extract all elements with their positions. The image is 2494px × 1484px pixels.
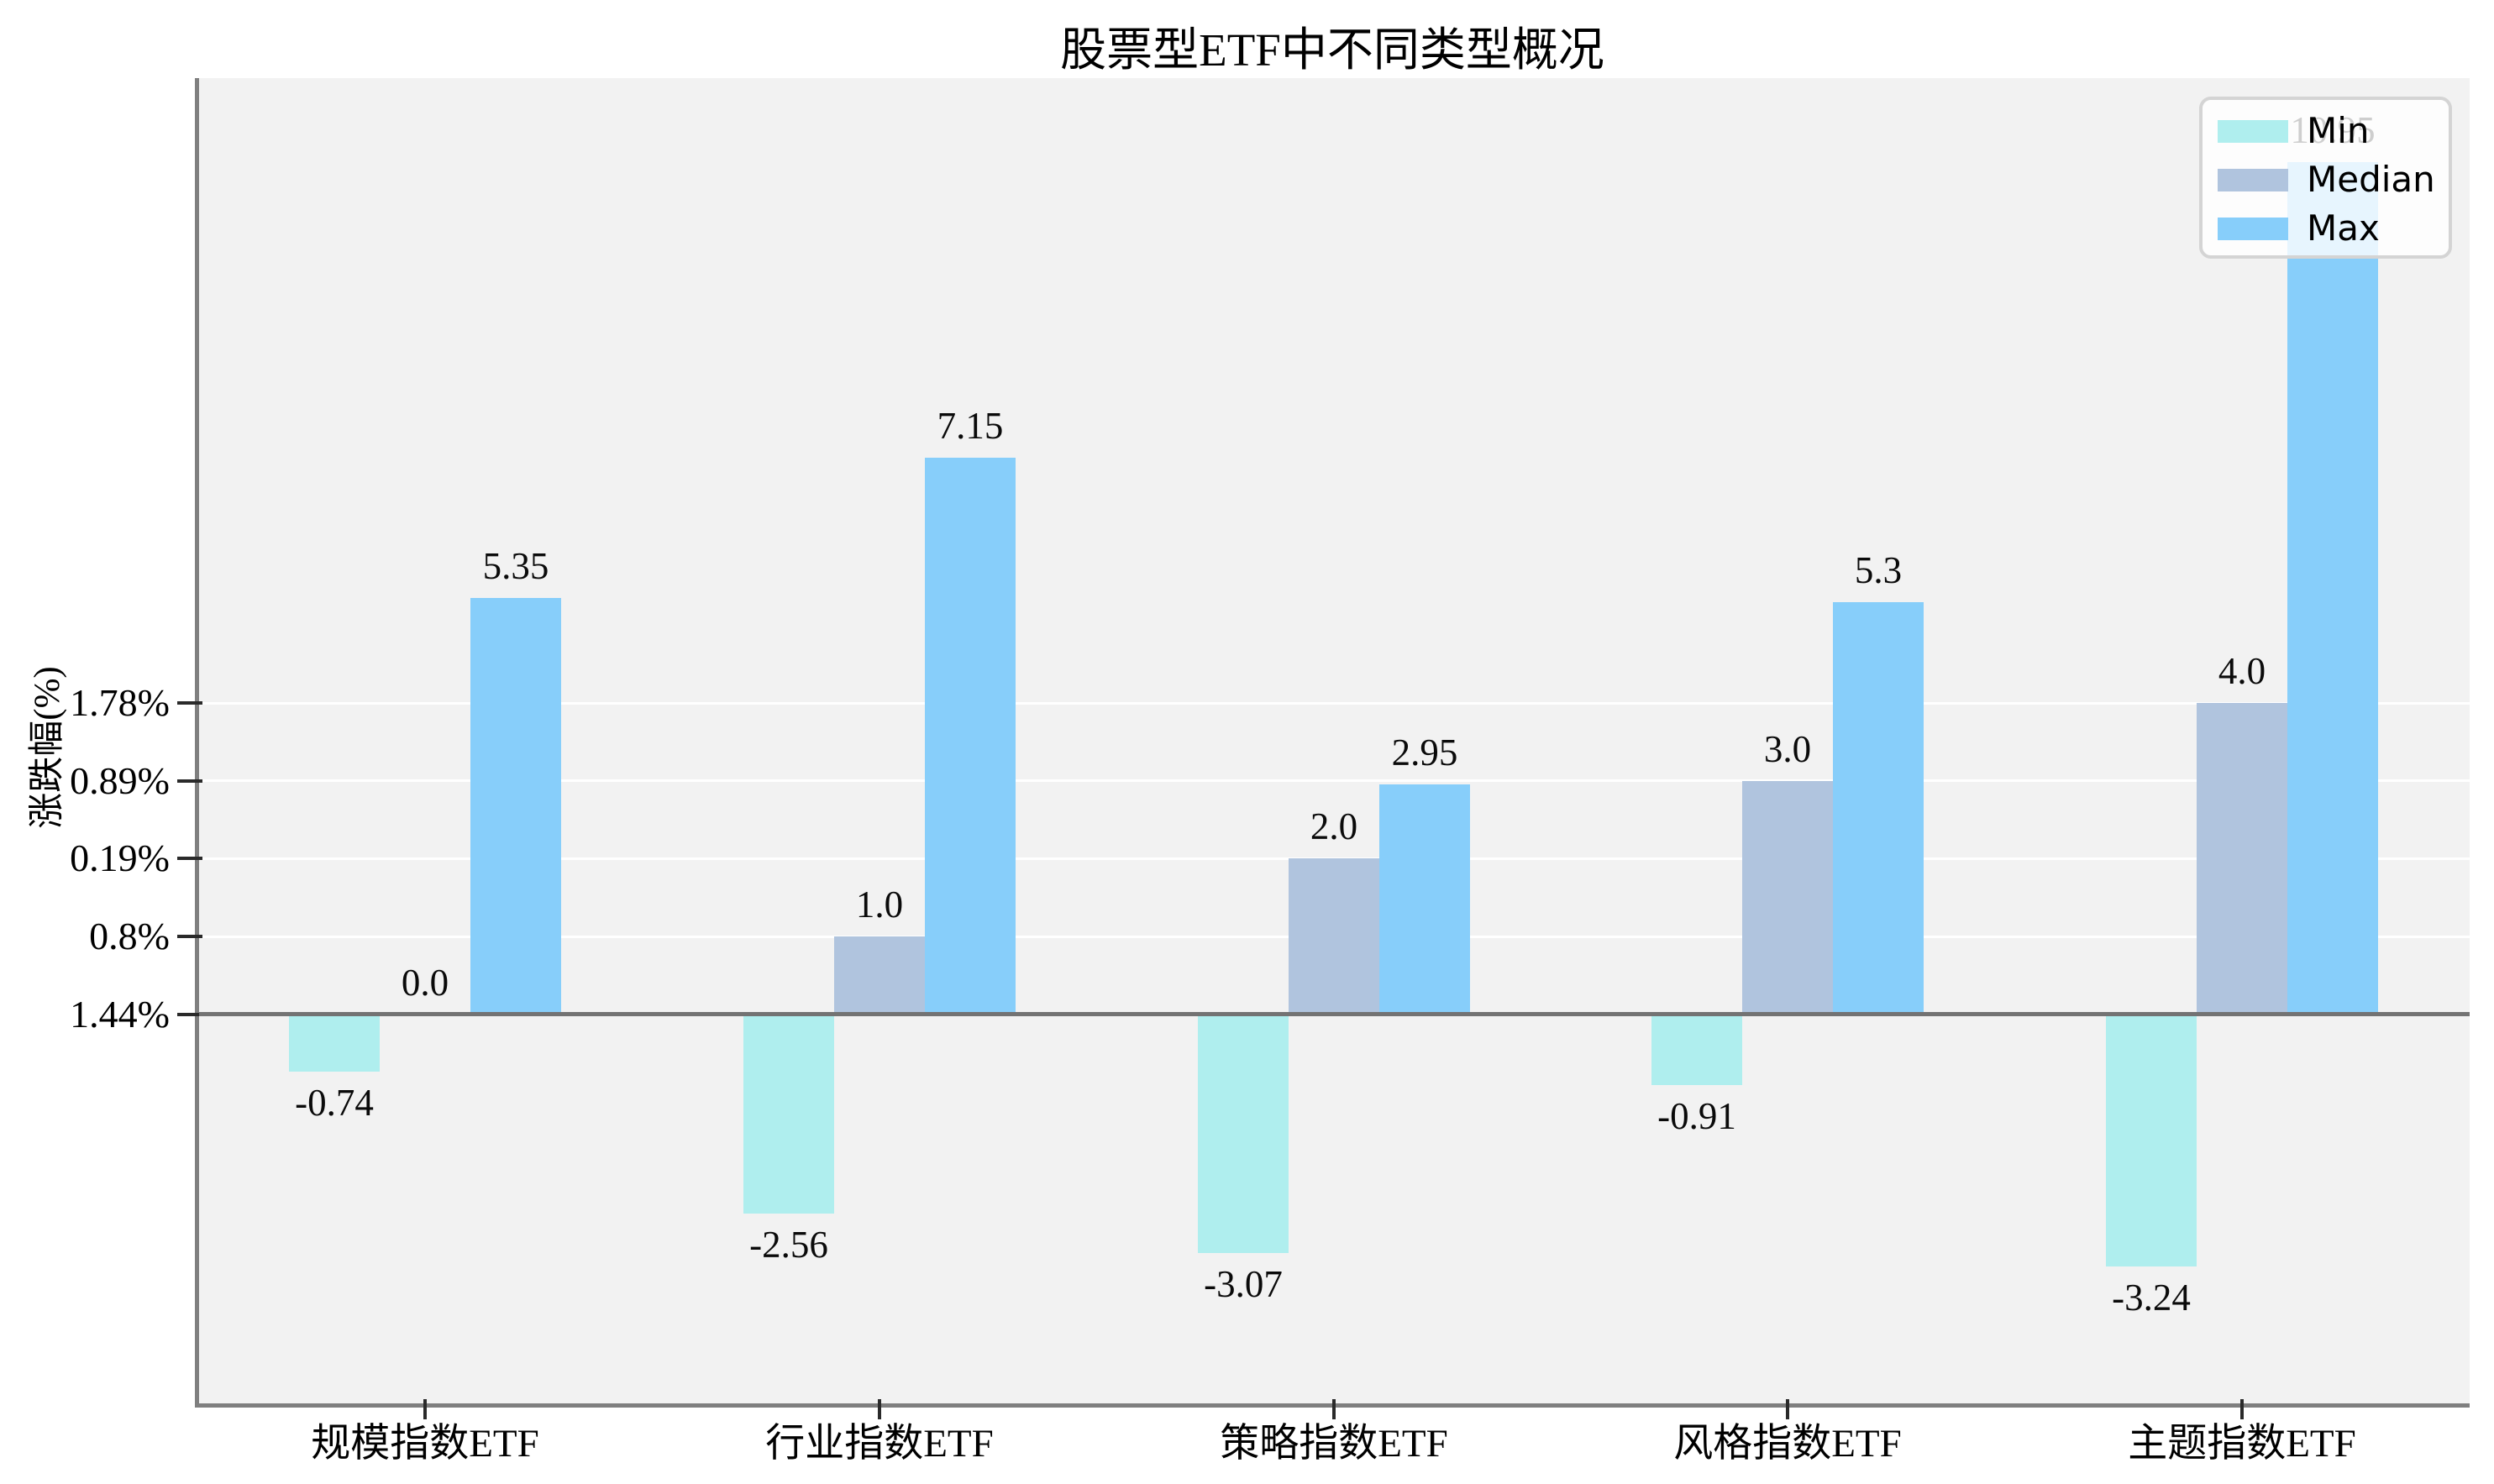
y-tick-mark (177, 1012, 202, 1016)
y-tick-label: 1.78% (70, 681, 170, 725)
bar-min-1 (743, 1014, 834, 1214)
y-tick-label: 0.89% (70, 758, 170, 802)
x-tick-mark (1786, 1399, 1789, 1419)
y-tick-mark (177, 701, 202, 705)
bar-max-2 (1379, 784, 1470, 1015)
bar-value-label: 0.0 (401, 961, 449, 1004)
bar-max-3 (1833, 601, 1924, 1015)
bar-value-label: 5.3 (1854, 548, 1903, 591)
x-tick-label-4: 主题指数ETF (2128, 1422, 2356, 1466)
gridline (199, 701, 2470, 705)
gridline (199, 779, 2470, 783)
y-tick-label: 1.44% (70, 992, 170, 1036)
bar-min-2 (1198, 1014, 1289, 1254)
x-tick-mark (1332, 1399, 1336, 1419)
x-tick-label-1: 行业指数ETF (765, 1422, 994, 1466)
y-tick-mark (177, 779, 202, 783)
legend-label: Median (2307, 159, 2435, 200)
x-tick-label-3: 风格指数ETF (1673, 1422, 1902, 1466)
bar-value-label: -0.74 (295, 1082, 374, 1125)
legend-swatch-min-icon (2218, 120, 2288, 143)
bar-value-label: -0.91 (1657, 1095, 1736, 1138)
y-tick-label: 0.8% (89, 915, 170, 958)
bar-min-4 (2106, 1014, 2197, 1266)
x-tick-mark (2240, 1399, 2244, 1419)
bar-median-4 (2197, 703, 2287, 1015)
x-tick-label-0: 规模指数ETF (311, 1422, 539, 1466)
zero-line (199, 1012, 2470, 1017)
y-tick-mark (177, 935, 202, 939)
bar-median-3 (1742, 780, 1833, 1015)
bar-value-label: 2.95 (1391, 732, 1458, 774)
bar-value-label: 2.0 (1310, 805, 1358, 848)
legend-label: Min (2307, 110, 2370, 151)
x-tick-label-2: 策略指数ETF (1220, 1422, 1448, 1466)
bar-value-label: 4.0 (2218, 650, 2266, 693)
bar-value-label: 1.0 (855, 884, 904, 926)
bar-value-label: 3.0 (1763, 727, 1812, 770)
y-tick-label: 0.19% (70, 836, 170, 880)
y-tick-mark (177, 857, 202, 861)
legend-label: Max (2307, 207, 2380, 249)
bar-value-label: -3.07 (1204, 1263, 1283, 1306)
legend-swatch-median-icon (2218, 169, 2288, 191)
chart-title: 股票型ETF中不同类型概况 (1060, 24, 1604, 76)
x-tick-mark (878, 1399, 881, 1419)
legend: Min Median Max (2199, 97, 2452, 259)
bar-max-4 (2287, 162, 2378, 1015)
bar-value-label: 7.15 (937, 405, 1004, 448)
bar-value-label: -3.24 (2112, 1276, 2191, 1319)
bar-max-0 (470, 597, 561, 1015)
plot-area (195, 78, 2470, 1408)
bar-value-label: -2.56 (749, 1223, 828, 1266)
bar-median-2 (1289, 858, 1379, 1015)
bar-value-label: 5.35 (482, 544, 549, 587)
bar-max-1 (925, 458, 1016, 1015)
bar-median-1 (834, 936, 925, 1015)
bar-min-3 (1651, 1014, 1742, 1085)
bar-min-0 (289, 1014, 380, 1072)
legend-swatch-max-icon (2218, 218, 2288, 240)
x-tick-mark (423, 1399, 427, 1419)
